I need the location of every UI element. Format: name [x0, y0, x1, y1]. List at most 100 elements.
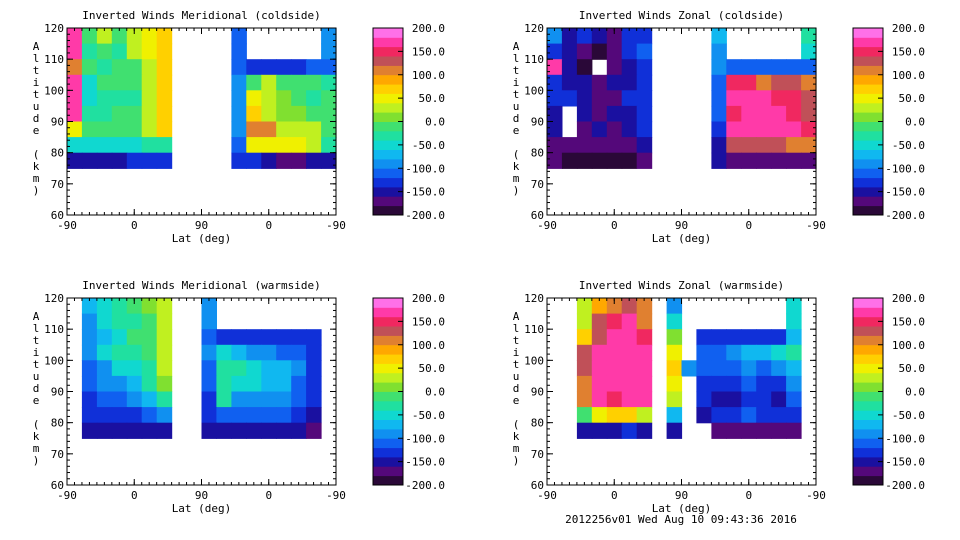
contour-cell	[771, 407, 787, 424]
contour-cell	[786, 152, 802, 169]
contour-cell	[666, 298, 683, 315]
colorbar-swatch	[853, 316, 883, 327]
contour-cell	[81, 121, 98, 138]
contour-cell	[621, 90, 638, 107]
contour-cell	[111, 74, 128, 91]
colorbar-label: -150.0	[885, 186, 925, 199]
contour-cell	[576, 152, 593, 169]
y-axis-label-char: t	[513, 88, 520, 101]
colorbar-label: -100.0	[405, 432, 445, 445]
contour-cell	[216, 407, 232, 424]
y-axis-label-char: A	[513, 310, 520, 323]
y-axis-label-char: l	[513, 52, 520, 65]
colorbar-label: 150.0	[892, 45, 925, 58]
colorbar-swatch	[373, 326, 403, 336]
contour-cell	[786, 360, 802, 377]
contour-cell	[756, 90, 772, 107]
contour-cell	[246, 391, 262, 408]
y-axis-label-char: t	[33, 88, 40, 101]
contour-cell	[111, 391, 128, 408]
contour-cell	[261, 90, 277, 107]
y-tick-label: 120	[524, 292, 544, 305]
y-axis-label-char: e	[513, 124, 520, 137]
y-axis-label-char: )	[513, 454, 520, 467]
colorbar-label: 100.0	[892, 69, 925, 82]
y-axis-label-char: k	[513, 160, 520, 173]
contour-cell	[696, 391, 712, 408]
contour-cell	[606, 121, 623, 138]
colorbar-swatch	[853, 46, 883, 57]
contour-cell	[96, 298, 113, 315]
contour-cell	[666, 407, 683, 424]
contour-cell	[621, 344, 638, 361]
contour-cell	[291, 407, 307, 424]
contour-cell	[786, 329, 802, 346]
colorbar-swatch	[853, 102, 883, 113]
contour-cell	[81, 43, 98, 60]
colorbar-swatch	[853, 466, 883, 477]
contour-cell	[111, 313, 128, 330]
contour-cell	[786, 74, 802, 91]
colorbar-label: -200.0	[885, 209, 925, 222]
contour-cell	[276, 360, 292, 377]
contour-cell	[756, 105, 772, 123]
colorbar-swatch	[373, 37, 403, 48]
contour-cell	[96, 344, 113, 361]
contour-cell	[786, 59, 802, 76]
colorbar-swatch	[373, 363, 403, 374]
contour-cell	[726, 391, 742, 408]
contour-cell	[711, 152, 727, 169]
colorbar-swatch	[373, 354, 403, 364]
contour-cell	[67, 28, 83, 45]
colorbar-swatch	[373, 168, 403, 179]
contour-cell	[141, 105, 158, 123]
contour-cell	[606, 74, 623, 91]
contour-cell	[321, 90, 337, 107]
contour-cell	[216, 375, 232, 393]
contour-cell	[201, 329, 217, 346]
contour-cell	[111, 121, 128, 138]
contour-cell	[126, 59, 143, 76]
contour-cell	[306, 407, 322, 424]
contour-cell	[726, 137, 742, 154]
contour-cell	[621, 360, 638, 377]
contour-cell	[96, 422, 113, 439]
y-tick-label: 110	[524, 53, 544, 66]
contour-cell	[756, 344, 772, 361]
y-axis-label-char: (	[33, 148, 40, 161]
contour-cell	[606, 407, 623, 424]
colorbar-swatch	[853, 428, 883, 439]
colorbar-label: 100.0	[412, 339, 445, 352]
contour-cell	[606, 152, 623, 169]
contour-cell	[771, 121, 787, 138]
contour-cell	[276, 375, 292, 393]
y-axis-label-char: d	[33, 382, 40, 395]
contour-cell	[561, 28, 578, 45]
contour-cell	[201, 407, 217, 424]
contour-cell	[726, 344, 742, 361]
contour-cell	[156, 28, 173, 45]
y-axis-label-char: i	[513, 76, 520, 89]
contour-cell	[246, 105, 262, 123]
contour-cell	[786, 375, 802, 393]
contour-cell	[786, 407, 802, 424]
colorbar-swatch	[373, 456, 403, 467]
contour-cell	[276, 59, 292, 76]
contour-cell	[591, 391, 608, 408]
contour-cell	[126, 90, 143, 107]
contour-cell	[636, 90, 653, 107]
contour-cell	[67, 152, 83, 169]
contour-cell	[81, 90, 98, 107]
contour-cell	[606, 28, 623, 45]
y-axis-label-char: t	[33, 334, 40, 347]
contour-cell	[276, 137, 292, 154]
x-tick-label: 90	[675, 219, 688, 232]
contour-cell	[681, 360, 697, 377]
contour-cell	[726, 105, 742, 123]
contour-cell	[756, 360, 772, 377]
contour-cell	[576, 422, 593, 439]
contour-cell	[576, 360, 593, 377]
y-axis-label-char: m	[33, 172, 40, 185]
contour-cell	[771, 422, 787, 439]
colorbar-label: 50.0	[899, 362, 926, 375]
